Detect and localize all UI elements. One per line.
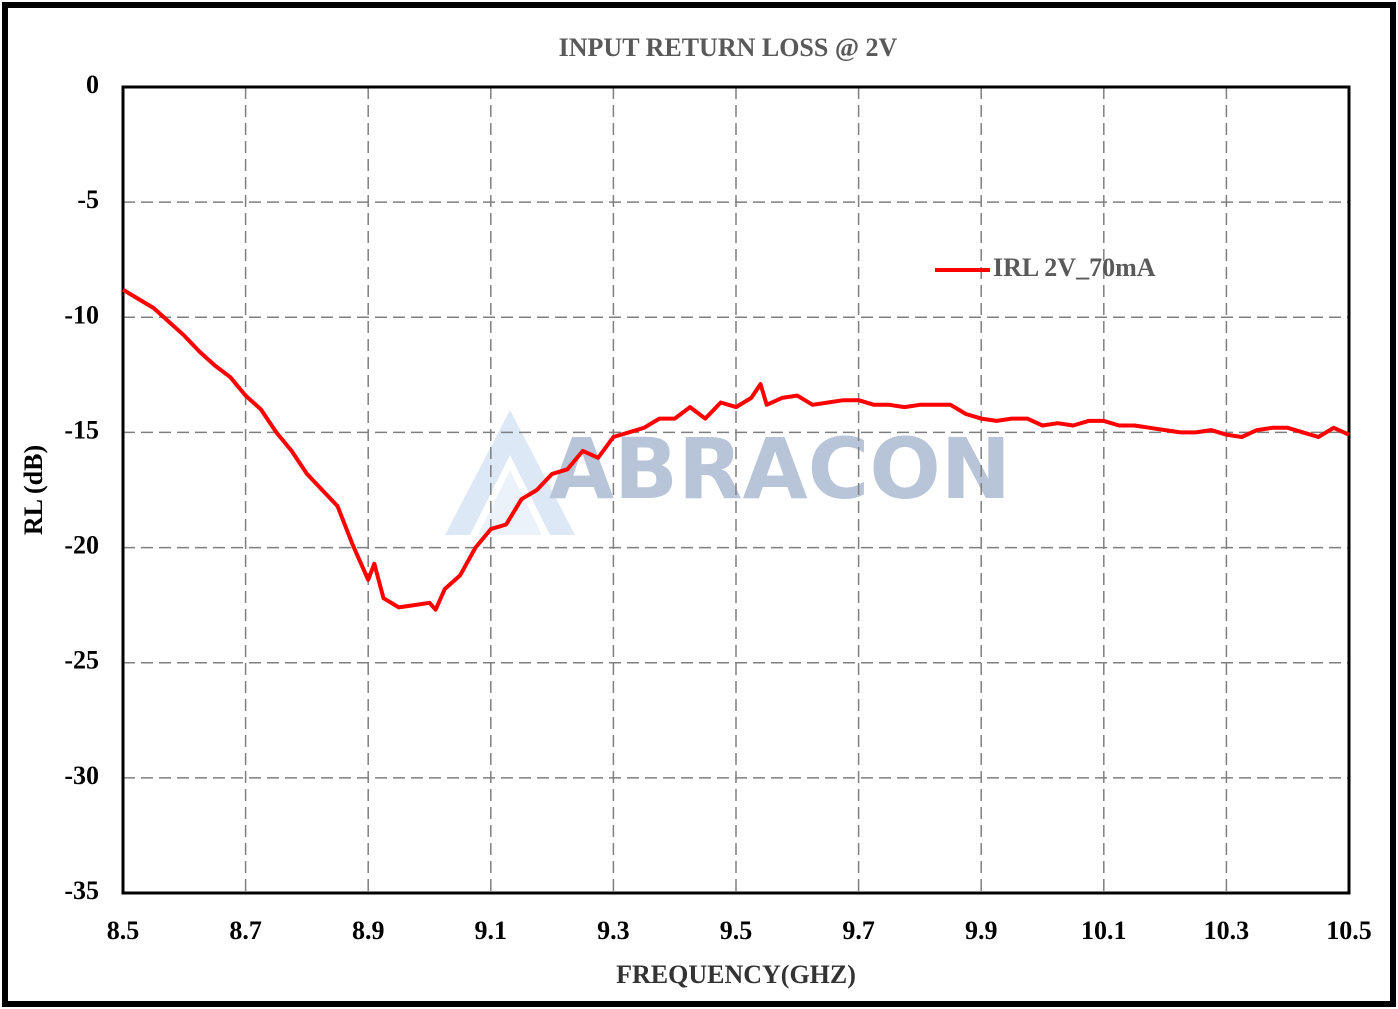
x-tick-label: 9.3 (597, 916, 630, 945)
x-tick-label: 8.7 (229, 916, 262, 945)
x-tick-label: 8.9 (352, 916, 385, 945)
y-tick-label: -25 (64, 646, 99, 675)
data-line (121, 287, 1350, 612)
x-axis-label: FREQUENCY(GHZ) (616, 960, 856, 989)
x-tick-label: 9.5 (720, 916, 753, 945)
y-tick-label: -30 (64, 761, 99, 790)
y-tick-label: -15 (64, 415, 99, 444)
y-tick-label: -20 (64, 531, 99, 560)
plot-frame (121, 85, 1351, 895)
legend-label: IRL 2V_70mA (993, 253, 1156, 282)
x-tick-label: 8.5 (107, 916, 140, 945)
y-tick-label: 0 (86, 70, 99, 99)
watermark-logo (445, 410, 575, 535)
x-tick-label: 10.3 (1204, 916, 1250, 945)
x-tick-label: 10.1 (1081, 916, 1127, 945)
x-tick-label: 10.5 (1326, 916, 1372, 945)
y-axis-label: RL (dB) (19, 445, 48, 535)
x-tick-label: 9.9 (965, 916, 998, 945)
x-tick-label: 9.1 (475, 916, 508, 945)
chart-title: INPUT RETURN LOSS @ 2V (559, 33, 898, 62)
x-tick-label: 9.7 (842, 916, 875, 945)
y-tick-label: -5 (77, 185, 99, 214)
y-tick-label: -10 (64, 300, 99, 329)
watermark: ABRACON (549, 420, 1011, 518)
y-tick-label: -35 (64, 876, 99, 905)
